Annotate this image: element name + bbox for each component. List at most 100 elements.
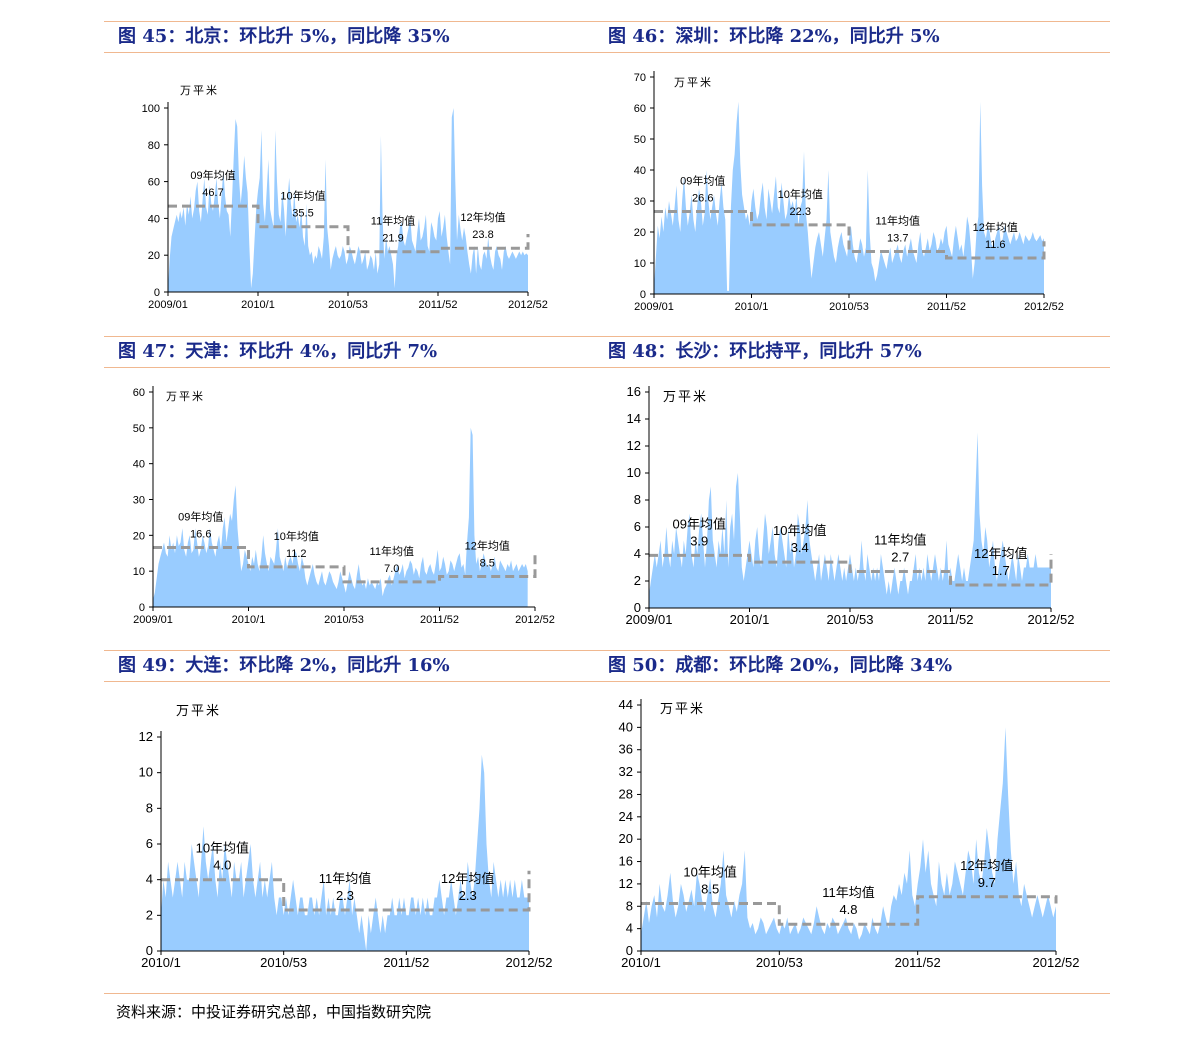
average-step-line	[649, 553, 1053, 587]
y-tick-label: 20	[634, 227, 646, 239]
series-area	[153, 427, 528, 607]
y-tick-label: 50	[133, 423, 145, 435]
x-tick-label: 2012/52	[1024, 301, 1064, 313]
average-value: 11.2	[286, 548, 307, 560]
y-tick-label: 14	[627, 411, 641, 426]
y-tick-label: 28	[619, 786, 633, 801]
y-tick-label: 50	[634, 134, 646, 146]
unit-label: 万平米	[166, 390, 205, 403]
x-tick-label: 2010/53	[260, 955, 307, 970]
x-tick-label: 2010/1	[621, 955, 661, 970]
unit-label: 万平米	[663, 389, 708, 404]
x-tick-label: 2012/52	[1033, 955, 1080, 970]
series-area	[649, 432, 1051, 608]
source-note: 资料来源：中投证券研究总部，中国指数研究院	[116, 1003, 432, 1021]
x-tick-label: 2012/52	[515, 614, 555, 626]
average-value: 4.8	[839, 902, 857, 917]
unit-label: 万平米	[180, 84, 219, 97]
unit-label: 万平米	[660, 701, 705, 716]
average-step-line	[161, 870, 531, 912]
average-label: 12年均值	[974, 546, 1027, 561]
x-tick-label: 2010/1	[735, 301, 769, 313]
x-tick-label: 2012/52	[1028, 612, 1075, 627]
series-area	[641, 727, 1056, 951]
average-label: 09年均值	[178, 510, 223, 524]
average-step-line	[654, 210, 1046, 260]
average-value: 7.0	[384, 563, 399, 575]
y-tick-label: 60	[634, 103, 646, 115]
average-label: 12年均值	[973, 220, 1018, 234]
y-tick-label: 6	[146, 836, 153, 851]
y-tick-label: 80	[148, 140, 160, 152]
y-tick-label: 12	[627, 438, 641, 453]
source-divider	[104, 993, 1110, 994]
average-value: 13.7	[887, 233, 908, 245]
average-label: 11年均值	[822, 885, 875, 900]
series-area	[161, 754, 529, 951]
x-tick-label: 2010/53	[829, 301, 869, 313]
x-tick-label: 2009/01	[634, 301, 674, 313]
x-tick-label: 2011/52	[383, 955, 429, 970]
average-value: 35.5	[292, 208, 313, 220]
y-tick-label: 44	[619, 697, 633, 712]
figure-title-shenzhen: 图 46：深圳：环比降 22%，同比升 5%	[594, 21, 1110, 53]
y-tick-label: 2	[634, 573, 641, 588]
average-step-line	[641, 895, 1058, 926]
average-label: 10年均值	[280, 189, 325, 203]
x-tick-label: 2009/01	[626, 612, 673, 627]
x-tick-label: 2010/1	[141, 955, 181, 970]
average-value: 2.3	[459, 888, 477, 903]
x-tick-label: 2011/52	[927, 612, 973, 627]
x-tick-label: 2010/1	[730, 612, 770, 627]
figure-title-chengdu: 图 50：成都：环比降 20%，同比降 34%	[594, 650, 1110, 682]
average-label: 11年均值	[876, 214, 920, 228]
y-tick-label: 30	[133, 495, 145, 507]
average-value: 3.4	[791, 540, 809, 555]
average-label: 11年均值	[371, 214, 415, 228]
y-tick-label: 0	[640, 289, 646, 301]
y-tick-label: 4	[634, 546, 641, 561]
figure-title-dalian: 图 49：大连：环比降 2%，同比升 16%	[104, 650, 610, 682]
x-tick-label: 2010/1	[232, 614, 266, 626]
y-tick-label: 16	[619, 854, 633, 869]
x-tick-label: 2009/01	[133, 614, 173, 626]
y-tick-label: 20	[148, 250, 160, 262]
average-value: 2.7	[891, 550, 909, 565]
average-value: 22.3	[790, 206, 811, 218]
x-tick-label: 2011/52	[927, 301, 966, 313]
y-tick-label: 10	[627, 465, 641, 480]
average-label: 12年均值	[460, 210, 505, 224]
average-value: 23.8	[472, 229, 493, 241]
average-value: 26.6	[692, 193, 713, 205]
x-tick-label: 2010/53	[328, 299, 368, 311]
y-tick-label: 12	[619, 876, 633, 891]
y-tick-label: 32	[619, 764, 633, 779]
y-tick-label: 8	[634, 492, 641, 507]
average-label: 10年均值	[196, 841, 249, 856]
y-tick-label: 0	[146, 943, 153, 958]
average-value: 8.5	[701, 881, 719, 896]
series-area	[654, 101, 1044, 294]
y-tick-label: 10	[634, 258, 646, 270]
y-tick-label: 20	[133, 530, 145, 542]
x-tick-label: 2010/53	[324, 614, 364, 626]
average-label: 10年均值	[778, 187, 823, 201]
y-tick-label: 4	[146, 872, 153, 887]
y-tick-label: 40	[634, 165, 646, 177]
y-tick-label: 36	[619, 742, 633, 757]
x-tick-label: 2011/52	[419, 299, 458, 311]
x-tick-label: 2010/53	[756, 955, 803, 970]
x-tick-label: 2010/1	[241, 299, 275, 311]
y-tick-label: 10	[133, 566, 145, 578]
y-tick-label: 2	[146, 907, 153, 922]
average-value: 3.9	[690, 533, 708, 548]
y-tick-label: 60	[148, 177, 160, 189]
average-label: 10年均值	[773, 523, 826, 538]
y-tick-label: 8	[626, 898, 633, 913]
y-tick-label: 30	[634, 196, 646, 208]
average-value: 46.7	[202, 187, 223, 199]
